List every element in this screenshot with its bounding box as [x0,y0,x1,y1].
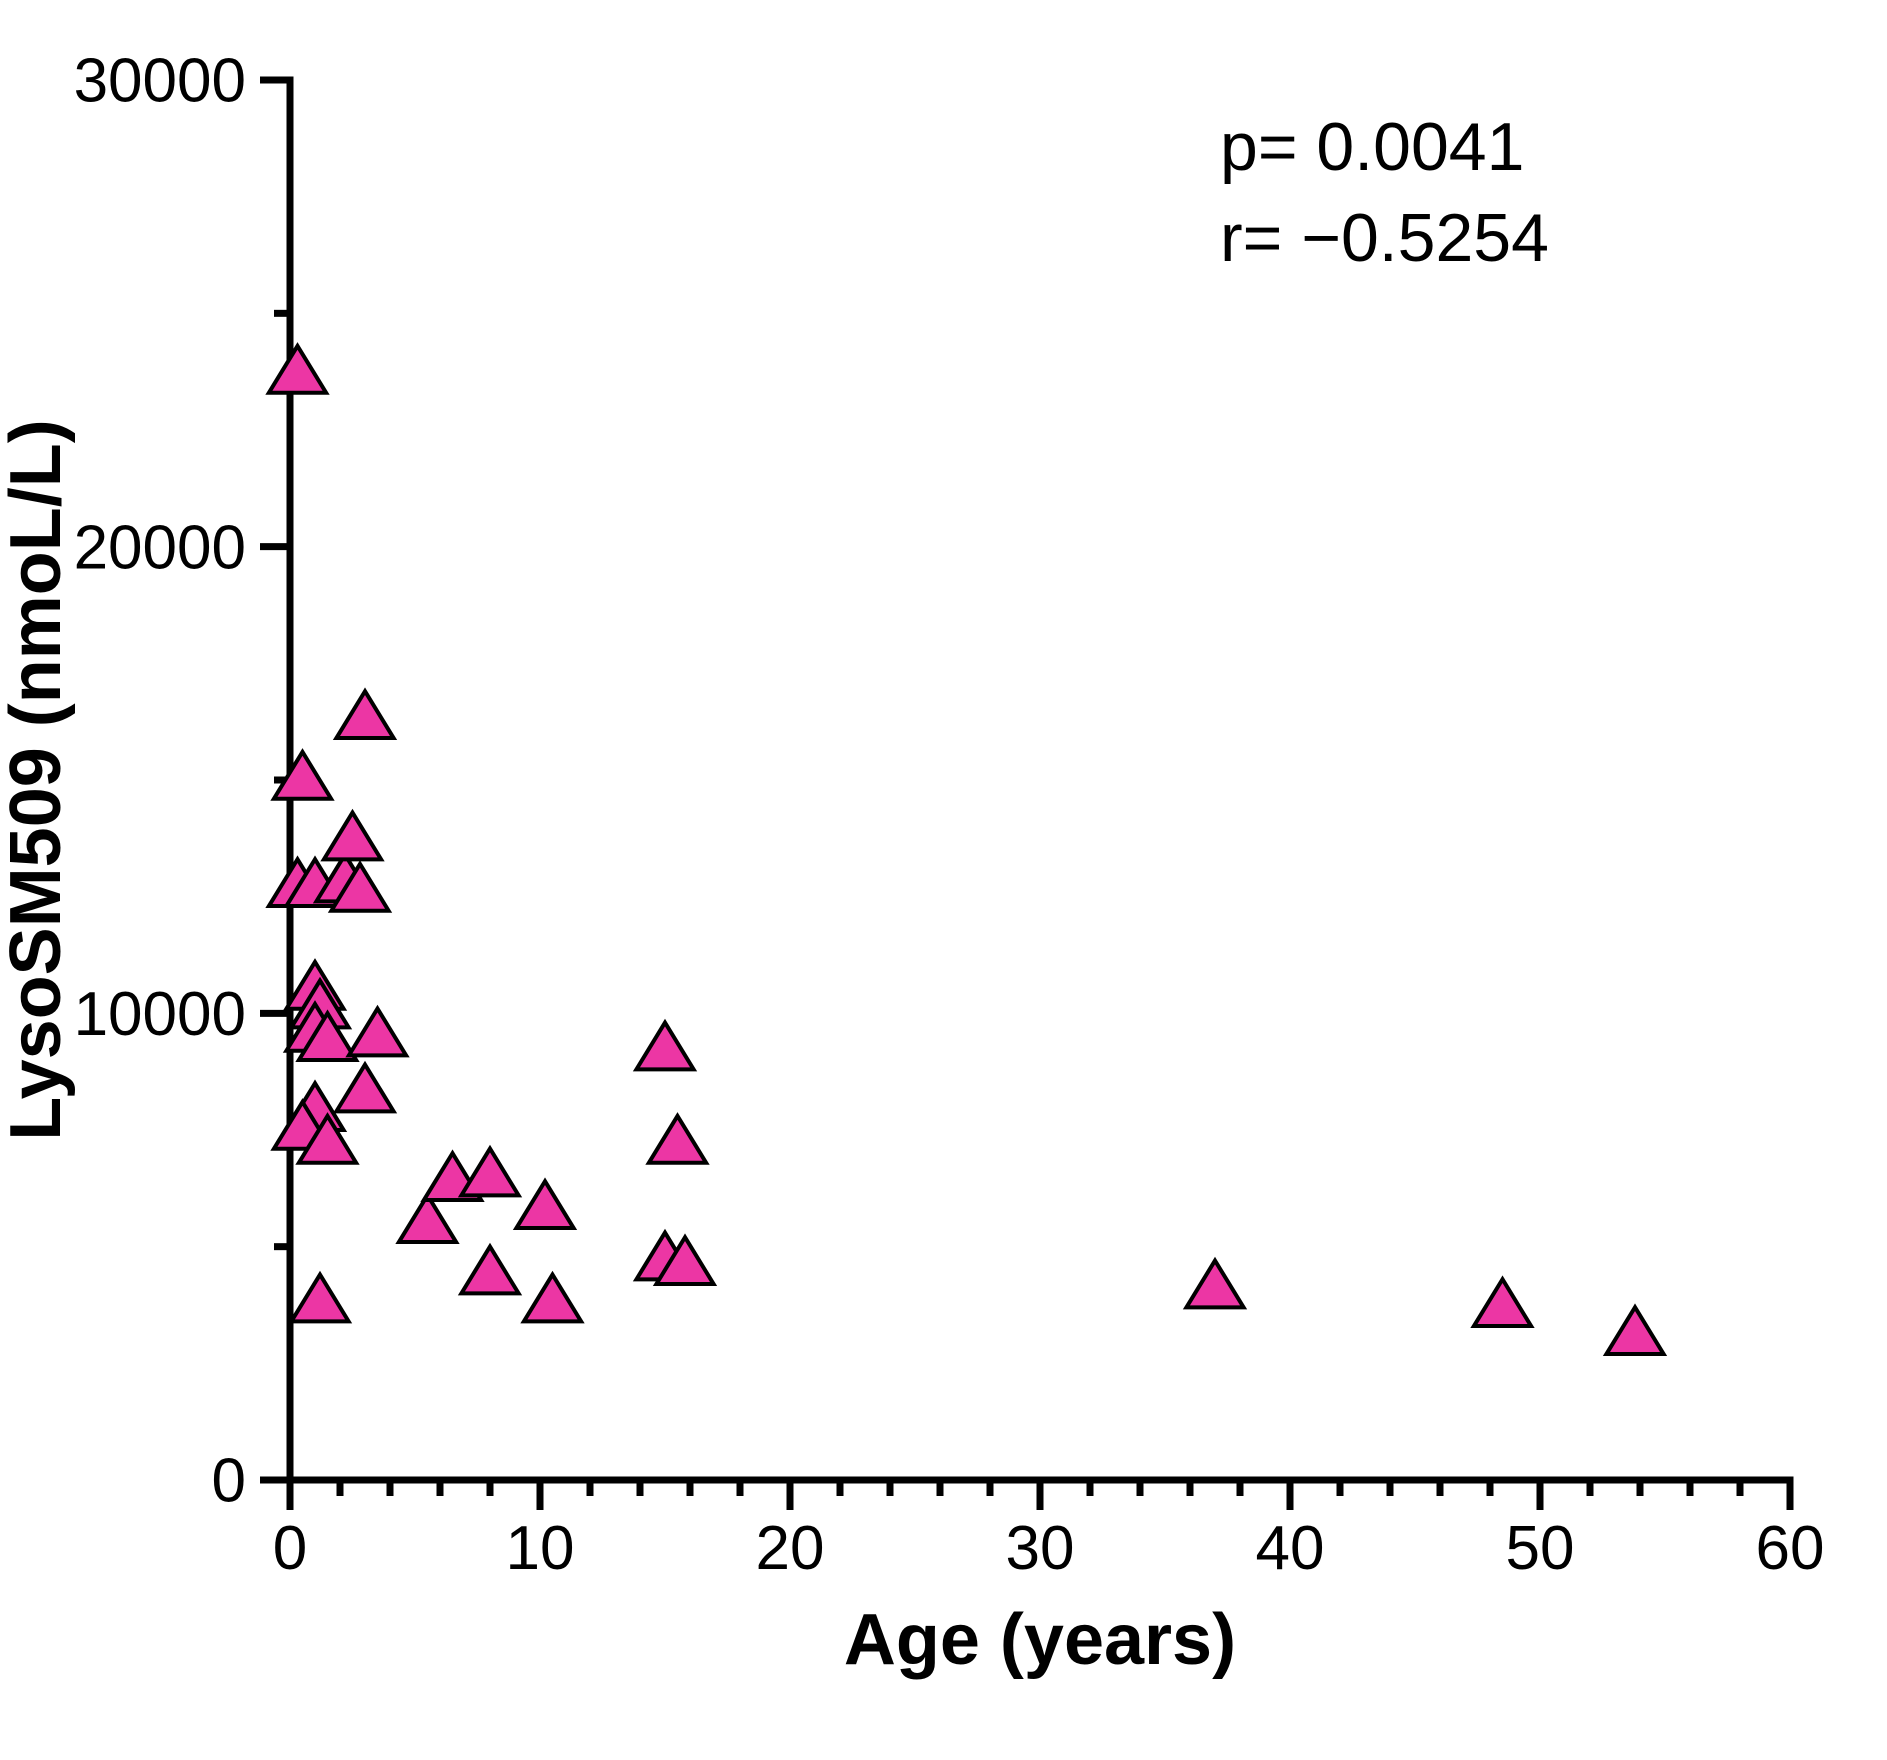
data-point [1186,1261,1243,1308]
annotation-r-value: r= −0.5254 [1220,200,1549,276]
x-tick-label: 60 [1756,1514,1825,1583]
data-point [274,752,331,799]
y-tick-label: 30000 [74,47,246,116]
data-point [269,346,326,393]
y-tick-label: 20000 [74,513,246,582]
x-axis-label: Age (years) [844,1600,1236,1680]
data-point [1606,1307,1663,1354]
data-point [399,1195,456,1242]
data-point [324,813,381,860]
y-tick-label: 10000 [74,980,246,1049]
data-point [516,1181,573,1228]
x-tick-label: 30 [1006,1514,1075,1583]
x-tick-label: 0 [273,1514,307,1583]
data-point [336,691,393,738]
x-tick-label: 20 [756,1514,825,1583]
chart-svg: 0 10 20 30 40 50 60 0 10000 20000 30000 Age (years)… [0,0,1887,1755]
annotation-p-value: p= 0.0041 [1220,109,1524,185]
data-point [649,1116,706,1163]
data-point [349,1009,406,1056]
y-tick-label: 0 [212,1447,246,1516]
x-tick-label: 40 [1256,1514,1325,1583]
data-point [291,1275,348,1322]
x-tick-label: 50 [1506,1514,1575,1583]
data-point [524,1275,581,1322]
data-point [336,1065,393,1112]
data-point [1474,1279,1531,1326]
data-point [461,1247,518,1294]
scatter-chart: 0 10 20 30 40 50 60 0 10000 20000 30000 Age (years)… [0,0,1887,1760]
data-point [636,1023,693,1070]
x-tick-label: 10 [506,1514,575,1583]
data-point [461,1149,518,1196]
y-axis-label: LysoSM509 (nmoL/L) [0,419,76,1140]
